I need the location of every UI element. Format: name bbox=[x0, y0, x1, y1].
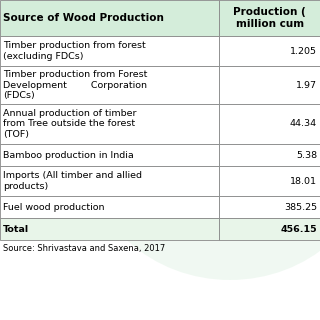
Text: Production (
million cum: Production ( million cum bbox=[233, 7, 306, 29]
Text: 456.15: 456.15 bbox=[280, 225, 317, 234]
Ellipse shape bbox=[87, 20, 320, 280]
Text: Imports (All timber and allied
products): Imports (All timber and allied products) bbox=[3, 171, 142, 191]
Text: Total: Total bbox=[3, 225, 29, 234]
Text: 18.01: 18.01 bbox=[290, 177, 317, 186]
Bar bbox=[0, 36, 219, 66]
Text: Source: Shrivastava and Saxena, 2017: Source: Shrivastava and Saxena, 2017 bbox=[3, 244, 165, 253]
Bar bbox=[219, 218, 320, 240]
Bar bbox=[219, 66, 320, 104]
Bar bbox=[219, 36, 320, 66]
Text: Timber production from forest
(excluding FDCs): Timber production from forest (excluding… bbox=[3, 41, 146, 61]
Text: Bamboo production in India: Bamboo production in India bbox=[3, 150, 134, 159]
Text: 5.38: 5.38 bbox=[296, 150, 317, 159]
Bar bbox=[0, 166, 219, 196]
Bar bbox=[0, 66, 219, 104]
Bar bbox=[219, 0, 320, 36]
Text: Annual production of timber
from Tree outside the forest
(TOF): Annual production of timber from Tree ou… bbox=[3, 109, 137, 139]
Bar bbox=[219, 166, 320, 196]
Bar bbox=[219, 144, 320, 166]
Bar bbox=[219, 196, 320, 218]
Bar bbox=[219, 104, 320, 144]
Ellipse shape bbox=[131, 60, 320, 240]
Bar bbox=[0, 218, 219, 240]
Bar bbox=[0, 144, 219, 166]
Bar bbox=[0, 196, 219, 218]
Text: 1.97: 1.97 bbox=[296, 81, 317, 90]
Text: 1.205: 1.205 bbox=[290, 46, 317, 55]
Bar bbox=[0, 104, 219, 144]
Text: Source of Wood Production: Source of Wood Production bbox=[3, 13, 164, 23]
Text: Timber production from Forest
Development        Corporation
(FDCs): Timber production from Forest Developmen… bbox=[3, 70, 148, 100]
Text: 44.34: 44.34 bbox=[290, 119, 317, 129]
Text: 385.25: 385.25 bbox=[284, 203, 317, 212]
Bar bbox=[0, 0, 219, 36]
Text: Fuel wood production: Fuel wood production bbox=[3, 203, 105, 212]
